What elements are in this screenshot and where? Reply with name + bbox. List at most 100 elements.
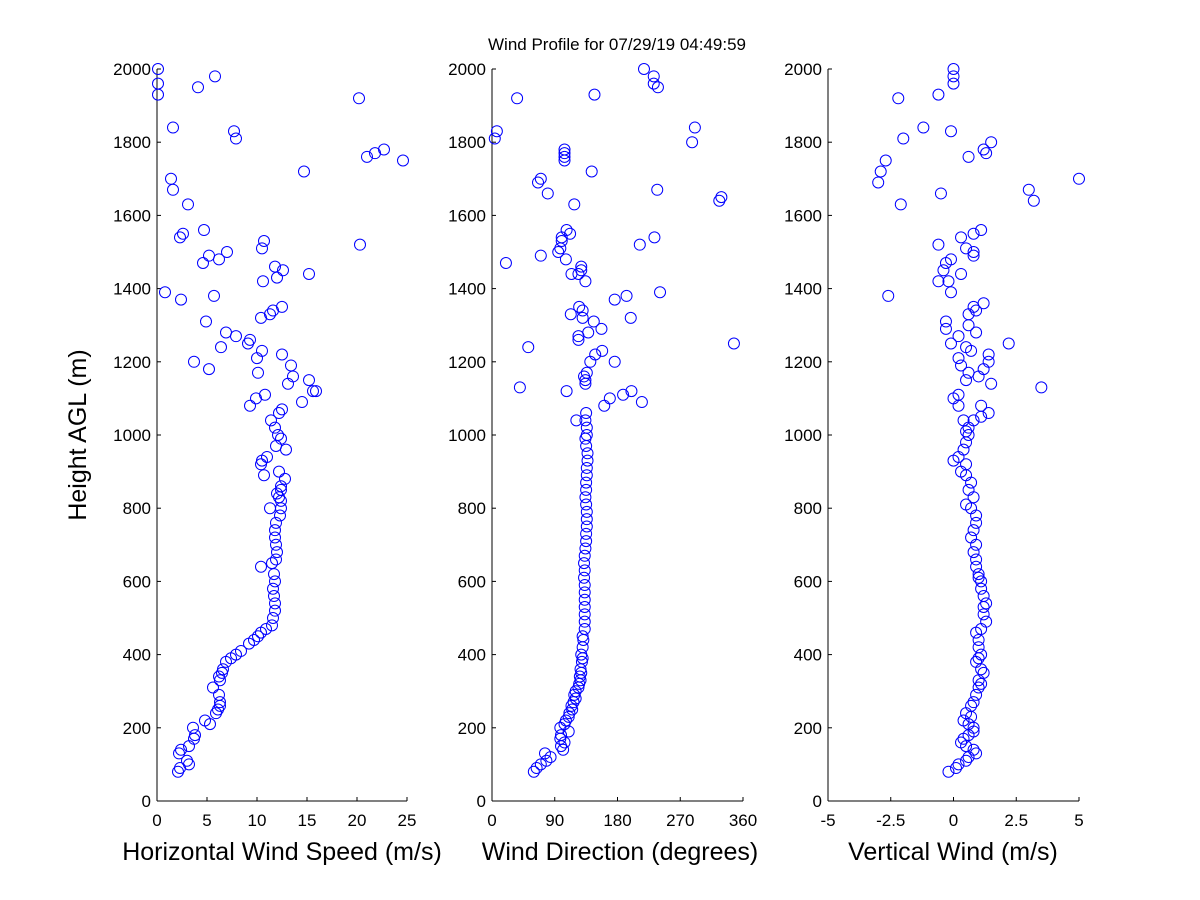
direction-data-point [581, 447, 594, 460]
speed-data-point [269, 597, 281, 610]
speed-data-point [257, 275, 269, 288]
speed-data-point [248, 633, 260, 646]
vertical-wind-data-point [962, 319, 975, 332]
vertical-wind-data-point [1035, 381, 1048, 394]
vertical-wind-x-tick-label: 2.5 [1004, 811, 1028, 830]
vertical-wind-data-point [939, 322, 952, 335]
vertical-wind-data-point [952, 388, 965, 401]
speed-y-tick-label: 1200 [113, 353, 151, 372]
direction-data-point [578, 593, 591, 606]
vertical-wind-data-point [937, 264, 950, 277]
vertical-wind-data-point [952, 758, 965, 771]
speed-y-tick-label: 400 [123, 646, 151, 665]
direction-data-point [578, 571, 591, 584]
speed-y-tick-label: 600 [123, 572, 151, 591]
speed-x-axis-label: Horizontal Wind Speed (m/s) [122, 838, 442, 866]
speed-data-point [255, 458, 267, 471]
vertical-wind-data-point [967, 524, 980, 537]
speed-x-tick-label: 15 [298, 811, 317, 830]
speed-data-point [165, 172, 177, 185]
vertical-wind-x-axis-label: Vertical Wind (m/s) [848, 838, 1058, 866]
vertical-wind-data-point [882, 289, 895, 302]
direction-data-point [580, 527, 593, 540]
speed-data-point [252, 366, 264, 379]
direction-data-point [581, 454, 594, 467]
vertical-wind-data-point [960, 498, 973, 511]
vertical-wind-y-tick-label: 1600 [784, 206, 822, 225]
speed-data-point [255, 560, 267, 573]
direction-data-point [559, 714, 572, 727]
vertical-wind-data-point [894, 198, 907, 211]
speed-data-point [207, 681, 219, 694]
direction-data-point [558, 143, 571, 156]
speed-data-point [280, 443, 292, 456]
speed-data-point [310, 385, 322, 398]
speed-data-point [259, 388, 271, 401]
speed-data-point [181, 754, 193, 767]
speed-data-point [256, 344, 268, 357]
direction-data-point [558, 150, 571, 163]
vertical-wind-y-tick-label: 1200 [784, 353, 822, 372]
speed-data-point [282, 377, 294, 390]
direction-data-point [582, 326, 595, 339]
direction-data-point [562, 710, 575, 723]
vertical-wind-data-point [982, 355, 995, 368]
direction-y-tick-label: 800 [458, 499, 486, 518]
vertical-wind-data-point [975, 224, 988, 237]
vertical-wind-data-point [947, 77, 960, 90]
direction-data-point [585, 165, 598, 178]
speed-data-point [187, 721, 199, 734]
direction-data-point [560, 385, 573, 398]
direction-data-point [651, 183, 664, 196]
speed-data-point [269, 260, 281, 273]
direction-data-point [578, 601, 591, 614]
vertical-wind-data-point [955, 736, 968, 749]
vertical-wind-data-point [972, 571, 985, 584]
vertical-wind-data-point [944, 125, 957, 138]
speed-data-point [230, 132, 242, 145]
direction-y-tick-label: 1200 [448, 353, 486, 372]
vertical-wind-y-tick-label: 800 [794, 499, 822, 518]
direction-y-tick-label: 1400 [448, 280, 486, 299]
vertical-wind-data-point [960, 425, 973, 438]
direction-data-point [580, 407, 593, 420]
direction-y-tick-label: 1000 [448, 426, 486, 445]
speed-data-point [203, 363, 215, 376]
speed-data-point [200, 315, 212, 328]
speed-data-point [273, 491, 285, 504]
speed-data-point [274, 509, 286, 522]
speed-data-point [265, 414, 277, 427]
direction-data-point [596, 344, 609, 357]
vertical-wind-data-point [972, 370, 985, 383]
direction-data-point [580, 505, 593, 518]
vertical-wind-data-point [967, 743, 980, 756]
speed-data-point [279, 472, 291, 485]
speed-data-point [267, 582, 279, 595]
speed-data-point [244, 333, 256, 346]
direction-data-point [578, 549, 591, 562]
vertical-wind-y-tick-label: 1800 [784, 133, 822, 152]
direction-data-point [564, 227, 577, 240]
direction-data-point [578, 579, 591, 592]
vertical-wind-data-point [980, 147, 993, 160]
speed-data-point [275, 432, 287, 445]
speed-data-point [276, 403, 288, 416]
direction-data-point [541, 187, 554, 200]
figure-title: Wind Profile for 07/29/19 04:49:59 [488, 35, 746, 54]
direction-data-point [587, 315, 600, 328]
vertical-wind-data-point [1073, 172, 1085, 185]
direction-data-point [580, 498, 593, 511]
vertical-wind-data-point [874, 165, 887, 178]
speed-data-point [192, 81, 204, 94]
vertical-wind-data-point [967, 546, 980, 559]
direction-data-point [579, 374, 592, 387]
direction-y-tick-label: 1600 [448, 206, 486, 225]
vertical-wind-data-point [960, 242, 973, 255]
speed-data-point [209, 70, 221, 83]
speed-data-point [182, 198, 194, 211]
speed-data-point [221, 246, 233, 258]
speed-data-point [244, 399, 256, 412]
speed-data-point [276, 348, 288, 361]
speed-data-point [266, 557, 278, 570]
direction-data-point [572, 333, 585, 346]
